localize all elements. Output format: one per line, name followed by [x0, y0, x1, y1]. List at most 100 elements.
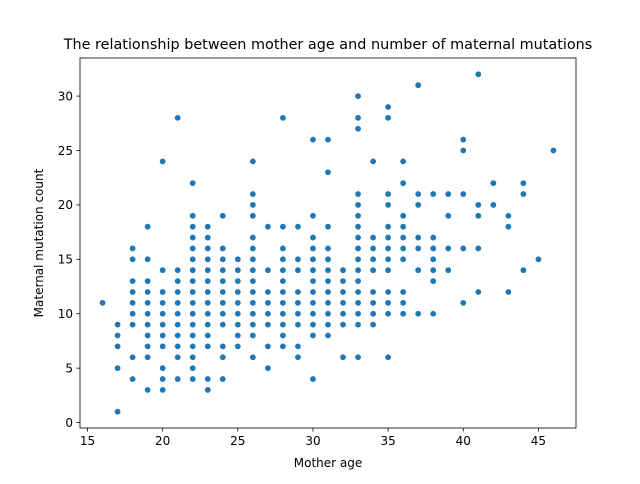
- data-point: [159, 289, 166, 295]
- data-point: [249, 321, 256, 328]
- data-point: [295, 223, 301, 230]
- data-point: [355, 125, 361, 132]
- data-point: [234, 267, 241, 274]
- data-point: [189, 365, 196, 372]
- data-point: [490, 180, 497, 187]
- data-point: [310, 289, 316, 295]
- data-point: [355, 299, 361, 306]
- data-point: [219, 299, 226, 306]
- data-point: [189, 256, 196, 263]
- data-point: [249, 354, 256, 361]
- data-point: [204, 256, 211, 263]
- data-point: [550, 147, 557, 154]
- data-point: [385, 191, 392, 197]
- data-point: [280, 267, 286, 274]
- data-point: [355, 202, 361, 208]
- data-point: [144, 256, 151, 263]
- data-point: [174, 354, 181, 361]
- data-point: [385, 267, 392, 274]
- data-point: [234, 289, 241, 295]
- data-point: [174, 310, 181, 317]
- x-axis-label: Mother age: [294, 456, 363, 470]
- data-point: [234, 343, 241, 350]
- data-point: [234, 278, 241, 284]
- data-point: [144, 354, 151, 361]
- data-point: [460, 147, 467, 154]
- data-point: [159, 387, 166, 393]
- data-point: [189, 180, 196, 187]
- data-point: [475, 71, 482, 78]
- data-point: [310, 376, 316, 382]
- data-point: [400, 212, 407, 219]
- x-tick-label: 20: [155, 434, 170, 448]
- data-point: [295, 256, 301, 263]
- data-point: [204, 278, 211, 284]
- data-point: [430, 245, 437, 252]
- data-point: [415, 202, 422, 208]
- data-point: [174, 332, 181, 339]
- data-point: [415, 245, 422, 252]
- data-point: [189, 310, 196, 317]
- data-point: [114, 343, 121, 350]
- data-point: [430, 267, 437, 274]
- data-point: [385, 354, 392, 361]
- data-point: [249, 158, 256, 165]
- data-point: [249, 234, 256, 241]
- data-point: [249, 278, 256, 284]
- data-point: [249, 202, 256, 208]
- data-point: [355, 223, 361, 230]
- data-point: [355, 321, 361, 328]
- data-point: [280, 223, 286, 230]
- y-tick-label: 20: [58, 198, 73, 212]
- x-tick-label: 30: [305, 434, 320, 448]
- data-point: [310, 321, 316, 328]
- data-point: [204, 245, 211, 252]
- data-point: [295, 267, 301, 274]
- data-point: [355, 245, 361, 252]
- data-point: [204, 387, 211, 393]
- data-point: [249, 299, 256, 306]
- data-point: [234, 299, 241, 306]
- y-tick-label: 5: [65, 361, 73, 375]
- x-tick-label: 15: [80, 434, 95, 448]
- data-point: [385, 299, 392, 306]
- data-point: [280, 256, 286, 263]
- plot-area: [99, 71, 557, 415]
- y-tick-label: 10: [58, 307, 73, 321]
- data-point: [144, 321, 151, 328]
- data-point: [445, 191, 452, 197]
- data-point: [249, 332, 256, 339]
- data-point: [355, 256, 361, 263]
- data-point: [445, 245, 452, 252]
- x-tick-label: 35: [380, 434, 395, 448]
- data-point: [370, 245, 376, 252]
- data-point: [295, 299, 301, 306]
- data-point: [174, 278, 181, 284]
- data-point: [159, 299, 166, 306]
- data-point: [249, 245, 256, 252]
- data-point: [280, 278, 286, 284]
- data-point: [385, 245, 392, 252]
- data-point: [310, 212, 316, 219]
- data-point: [234, 321, 241, 328]
- data-point: [355, 354, 361, 361]
- data-point: [400, 180, 407, 187]
- data-point: [385, 256, 392, 263]
- data-point: [280, 343, 286, 350]
- data-point: [400, 234, 407, 241]
- data-point: [159, 321, 166, 328]
- data-point: [129, 376, 136, 382]
- data-point: [189, 245, 196, 252]
- data-point: [189, 234, 196, 241]
- data-point: [174, 321, 181, 328]
- data-point: [280, 310, 286, 317]
- data-point: [325, 245, 331, 252]
- data-point: [189, 343, 196, 350]
- data-point: [310, 299, 316, 306]
- data-point: [219, 245, 226, 252]
- data-point: [280, 114, 286, 121]
- data-point: [385, 223, 392, 230]
- data-point: [430, 278, 437, 284]
- data-point: [204, 234, 211, 241]
